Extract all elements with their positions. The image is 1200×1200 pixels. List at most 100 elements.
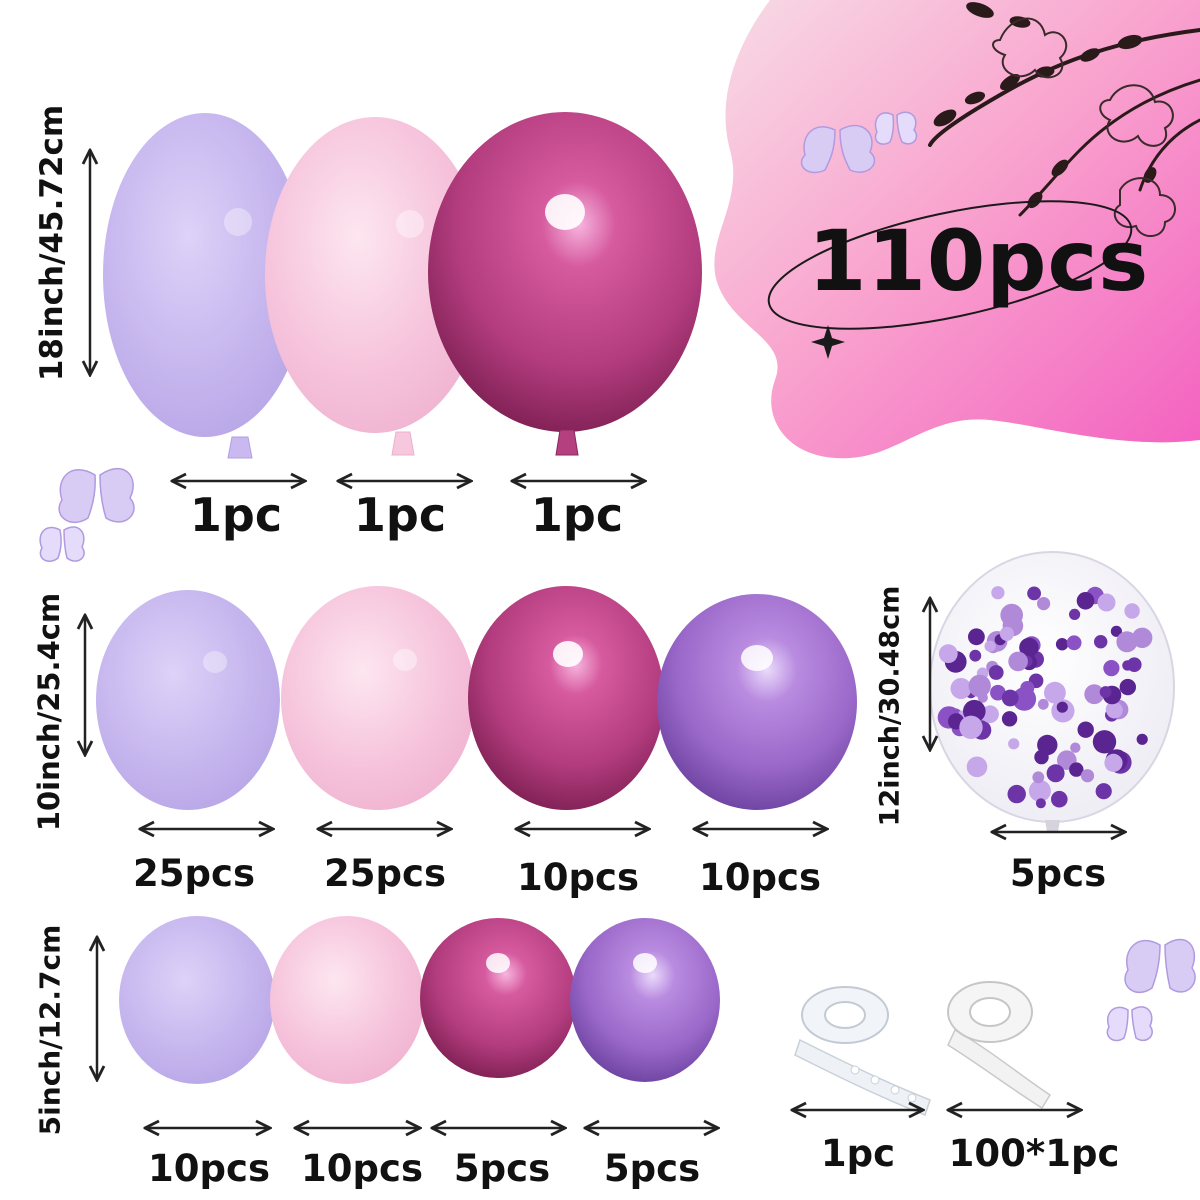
qty-12in-confetti: 5pcs [1009, 852, 1107, 895]
confetti-dot [969, 649, 982, 662]
confetti-dot [1027, 586, 1041, 601]
confetti-dot [1070, 742, 1081, 753]
qty-glue-dots: 100*1pc [948, 1132, 1120, 1175]
confetti-dot [1069, 608, 1081, 621]
confetti-dot [1076, 592, 1095, 610]
size-label-10in: 10inch/25.4cm [32, 592, 66, 832]
balloon-10in-metallic-rose [468, 586, 664, 810]
confetti-dot [1046, 764, 1065, 783]
confetti-dot [1035, 798, 1046, 809]
confetti-dot [1092, 730, 1117, 754]
confetti-dot [1094, 635, 1108, 649]
qty-5in-metallic-purple: 5pcs [603, 1147, 701, 1190]
qty-balloon-strip: 1pc [820, 1132, 896, 1175]
balloon-10in-metallic-purple [657, 594, 857, 810]
confetti-dot [1056, 701, 1068, 713]
total-count: 110pcs [808, 212, 1150, 310]
confetti-dot [1119, 678, 1137, 696]
confetti-dot [1032, 771, 1045, 784]
qty-5in-pink: 10pcs [301, 1147, 423, 1190]
confetti-dot [1080, 769, 1095, 783]
confetti-dot [1105, 701, 1121, 717]
confetti-dot [959, 715, 983, 739]
confetti-dot [1136, 733, 1148, 745]
confetti-dot [984, 640, 996, 652]
butterfly-icon [1124, 938, 1196, 994]
balloon-10in-lavender [96, 590, 280, 810]
confetti-dot [950, 678, 972, 699]
confetti-dot [991, 586, 1005, 600]
qty-18in-pink: 1pc [353, 488, 447, 542]
confetti-dot [1103, 660, 1120, 677]
confetti-dot [1008, 651, 1028, 672]
confetti-dot [988, 665, 1004, 680]
confetti-dot [1001, 689, 1019, 707]
confetti-dot [1044, 681, 1066, 704]
glue-dots-roll [947, 981, 1052, 1110]
confetti-dot [1001, 711, 1018, 727]
confetti-dot [981, 705, 999, 723]
confetti-dot [1095, 783, 1112, 800]
confetti-dot [1110, 625, 1122, 637]
confetti-dot [1127, 657, 1142, 672]
confetti-dot [938, 644, 958, 664]
size-label-5in: 5inch/12.7cm [33, 924, 67, 1136]
confetti-dot [999, 626, 1015, 641]
confetti-dot [1034, 749, 1049, 765]
confetti-dot [1066, 635, 1082, 651]
balloon-12in-confetti [929, 551, 1175, 832]
confetti-dot [1051, 790, 1068, 808]
qty-18in-metallic-rose: 1pc [530, 488, 624, 542]
confetti-dot [990, 684, 1006, 701]
confetti-dot [1028, 779, 1051, 802]
confetti-dot [1008, 738, 1020, 750]
butterfly-icon [58, 467, 135, 524]
butterfly-icon [1106, 1006, 1153, 1042]
qty-10in-metallic-purple: 10pcs [699, 856, 821, 899]
confetti-dot [1037, 698, 1049, 710]
flower-outlines [992, 17, 1176, 237]
balloon-5in-pink [270, 916, 424, 1084]
confetti-dot [1077, 721, 1094, 738]
confetti-dot [968, 628, 985, 646]
butterfly-icon [800, 124, 876, 174]
qty-5in-lavender: 10pcs [148, 1147, 270, 1190]
confetti-dot [1124, 603, 1140, 619]
confetti-dot [968, 674, 991, 698]
confetti-dot [966, 756, 988, 778]
confetti-dot [1097, 593, 1116, 612]
qty-10in-metallic-rose: 10pcs [517, 856, 639, 899]
qty-18in-lavender: 1pc [189, 488, 283, 542]
qty-5in-metallic-rose: 5pcs [453, 1147, 551, 1190]
balloon-18in-lavender [103, 113, 307, 459]
balloon-5in-metallic-purple [570, 918, 720, 1082]
confetti-dot [1084, 684, 1105, 705]
qty-10in-lavender: 25pcs [133, 852, 255, 895]
butterfly-icon [874, 111, 918, 145]
balloon-5in-lavender [119, 916, 275, 1084]
size-arrows [85, 150, 930, 1080]
balloon-18in-metallic-rose [428, 112, 702, 456]
confetti-dot [1019, 637, 1039, 658]
size-label-12in: 12inch/30.48cm [874, 585, 906, 827]
balloon-10in-pink [281, 586, 475, 810]
confetti-dot [1069, 762, 1084, 777]
confetti-dot [1012, 687, 1037, 711]
confetti-dot [1099, 686, 1112, 698]
balloon-5in-metallic-rose [420, 918, 576, 1078]
balloon-18in-pink [265, 117, 485, 456]
confetti-dot [1055, 638, 1069, 651]
confetti-dot [1037, 597, 1051, 611]
sparkle-icon [811, 325, 845, 359]
confetti-dot [1104, 753, 1123, 773]
confetti-dot [1116, 631, 1138, 653]
title-oval [767, 200, 1133, 330]
width-arrows [140, 481, 1125, 1128]
butterfly-icon [39, 526, 85, 562]
size-label-18in: 18inch/45.72cm [34, 104, 70, 382]
confetti-dot [1007, 784, 1026, 804]
balloon-strip-roll [794, 986, 931, 1116]
qty-10in-pink: 25pcs [324, 852, 446, 895]
